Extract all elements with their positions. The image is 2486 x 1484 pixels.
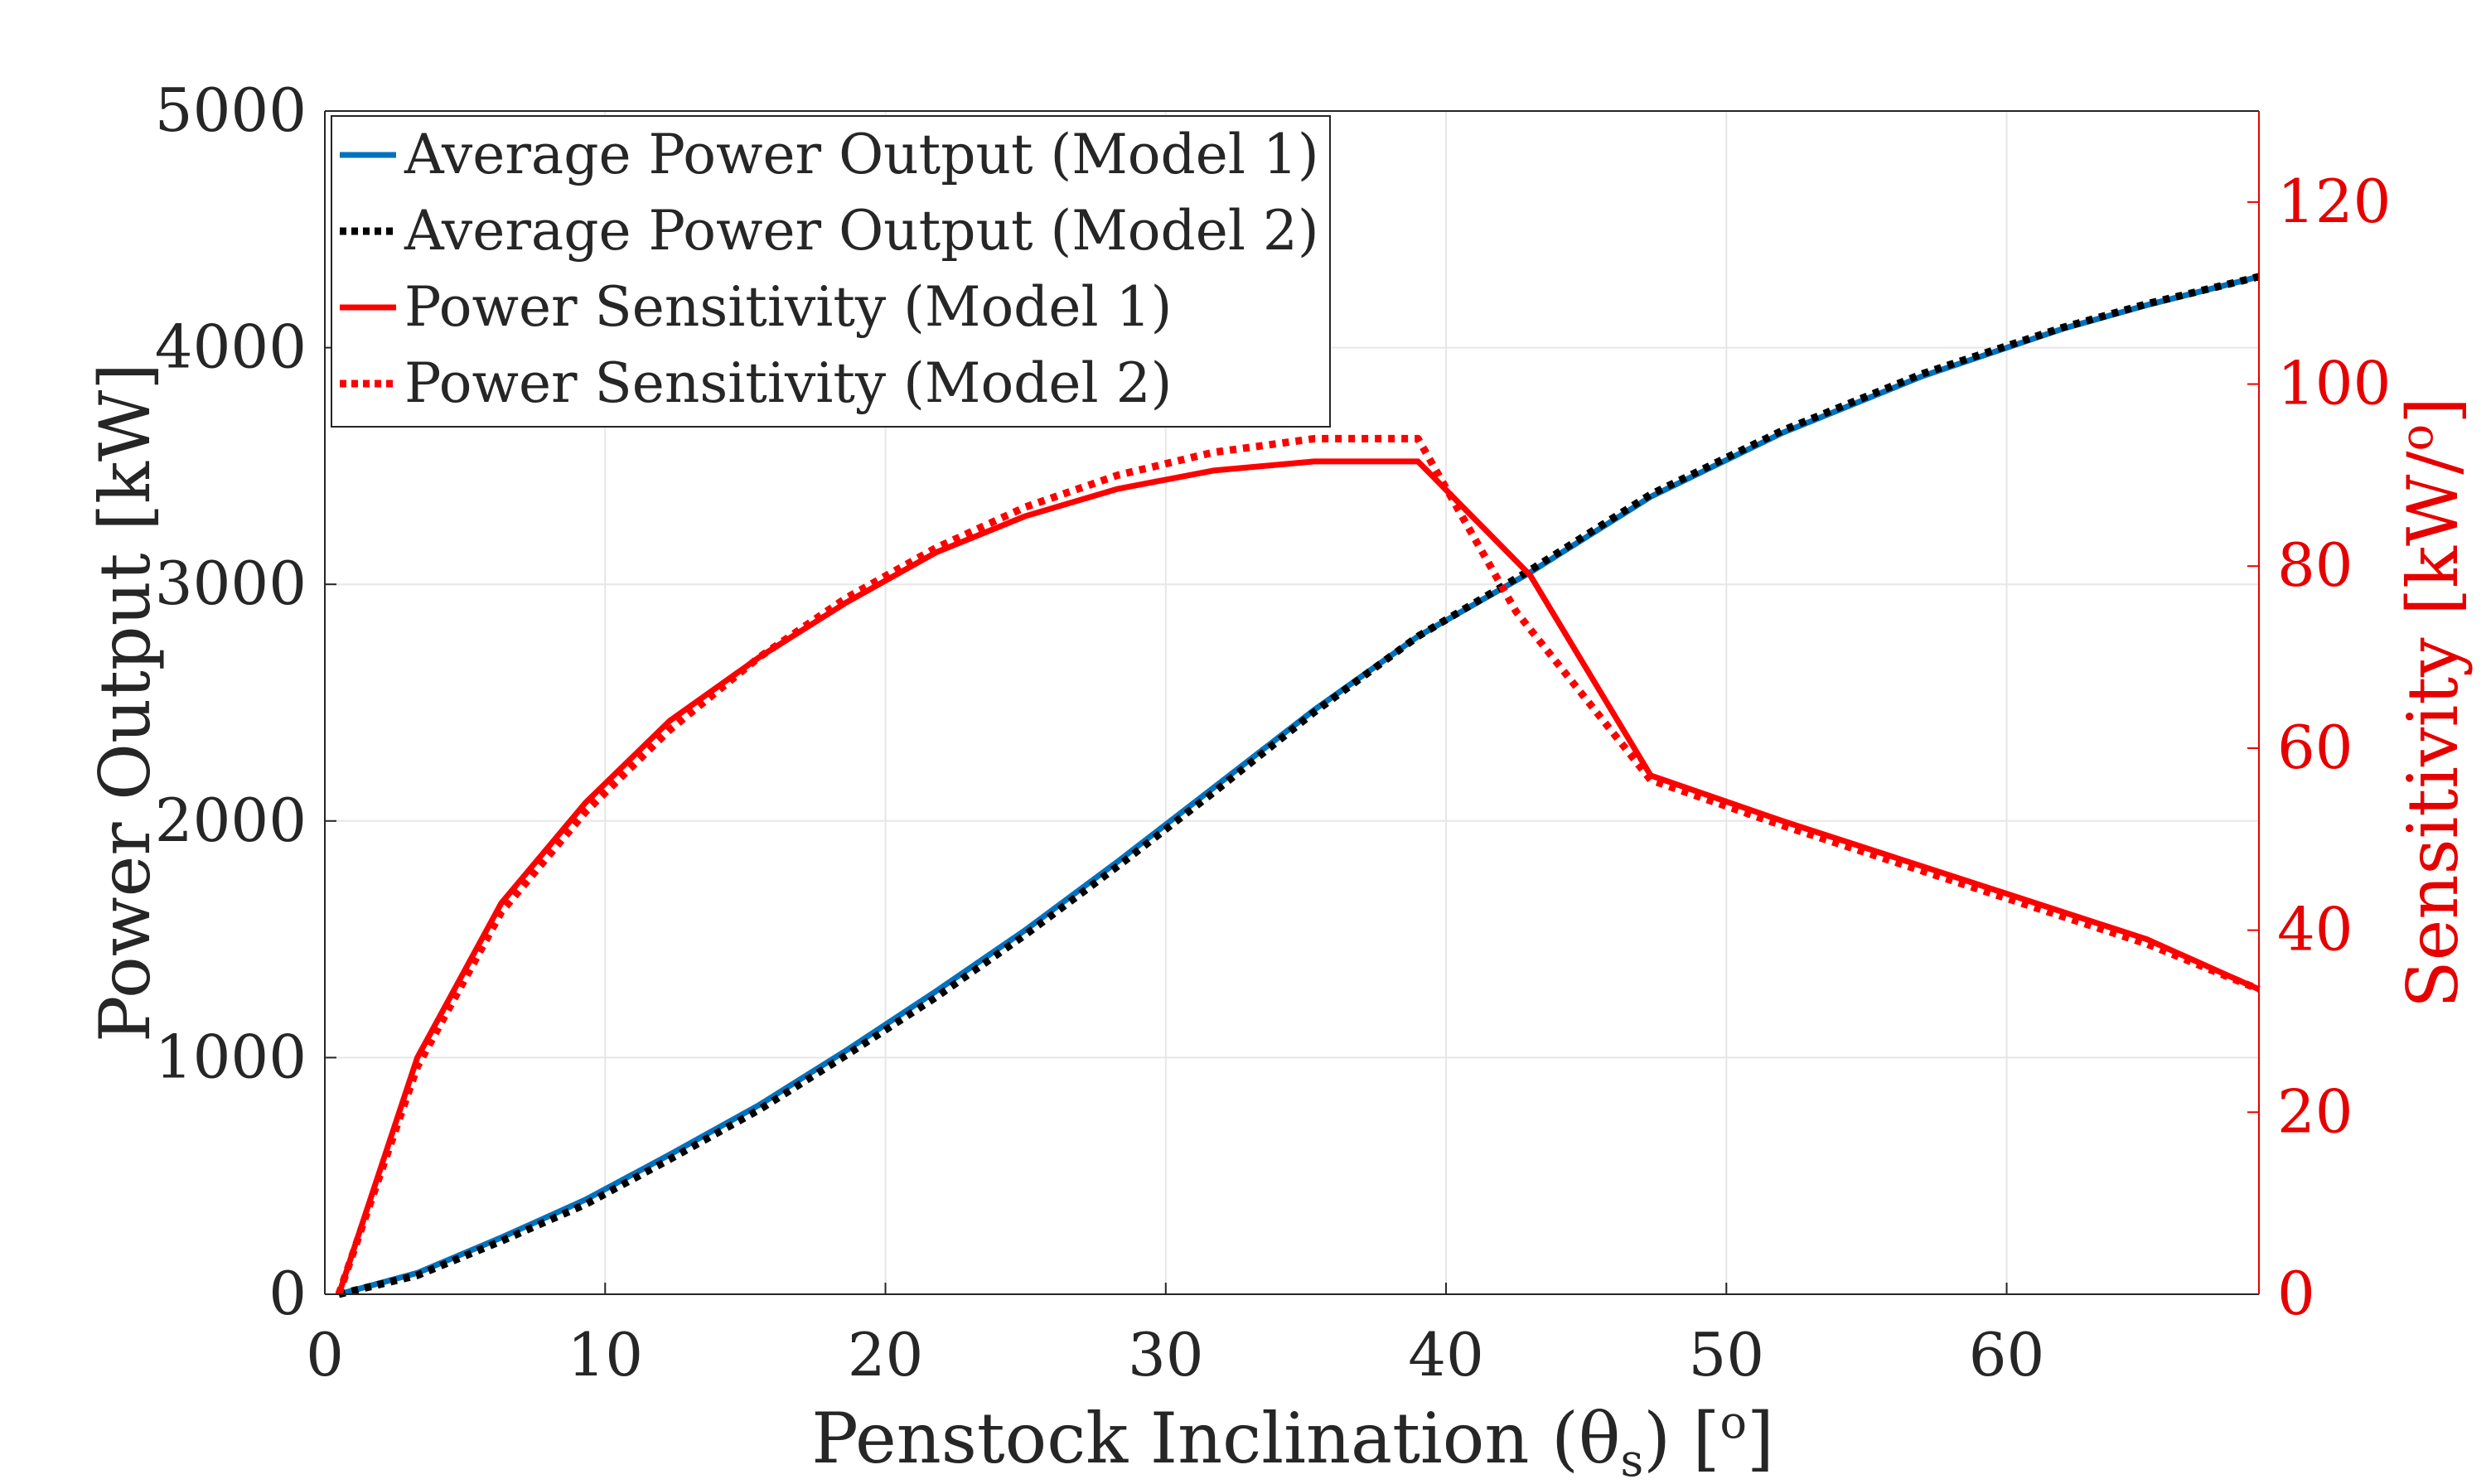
x-tick-label: 10: [567, 1320, 643, 1390]
y-right-tick-label: 60: [2277, 713, 2353, 782]
axes: [324, 110, 2260, 1295]
series-layer: [335, 273, 2261, 1298]
legend-label: Average Power Output (Model 2): [404, 199, 1319, 263]
y-axis-right-title: Sensitivity [kW/o]: [2391, 397, 2474, 1008]
x-tick-label: 50: [1688, 1320, 1764, 1390]
legend-label: Power Sensitivity (Model 2): [404, 351, 1172, 415]
y-right-tick-label: 100: [2277, 349, 2391, 418]
y-right-tick-label: 0: [2277, 1259, 2315, 1328]
x-tick-label: 60: [1969, 1320, 2045, 1390]
x-tick-label: 30: [1128, 1320, 1204, 1390]
legend-label: Average Power Output (Model 1): [404, 123, 1319, 186]
legend-label: Power Sensitivity (Model 1): [404, 275, 1172, 339]
y-left-tick-label: 3000: [155, 549, 307, 618]
sensitivity-model1-line: [336, 458, 2261, 1296]
y-right-tick-label: 80: [2277, 530, 2353, 600]
y-left-tick-label: 4000: [155, 312, 307, 382]
tick-labels: 0 10 20 30 40 50 60 0 1000 2000 3000 4000 5000 0 20 40 6…: [155, 75, 2392, 1390]
legend: Average Power Output (Model 1) Average Po…: [331, 115, 1331, 428]
y-axis-left-title: Power Output [kW]: [85, 363, 166, 1042]
x-tick-label: 0: [306, 1320, 344, 1390]
x-tick-label: 40: [1408, 1320, 1484, 1390]
y-right-tick-label: 40: [2277, 895, 2353, 964]
x-axis-title: Penstock Inclination (θs) [o]: [811, 1396, 1773, 1484]
y-left-tick-label: 1000: [155, 1022, 307, 1091]
y-left-tick-label: 5000: [155, 75, 307, 145]
y-left-tick-label: 0: [268, 1259, 307, 1328]
sensitivity-model2-line: [335, 434, 2261, 1296]
x-tick-label: 20: [848, 1320, 924, 1390]
legend-box: [331, 115, 1331, 428]
y-right-tick-label: 120: [2277, 167, 2391, 236]
y-right-tick-label: 20: [2277, 1076, 2353, 1146]
y-left-tick-label: 2000: [155, 786, 307, 855]
avg-power-model2-line: [337, 273, 2261, 1298]
